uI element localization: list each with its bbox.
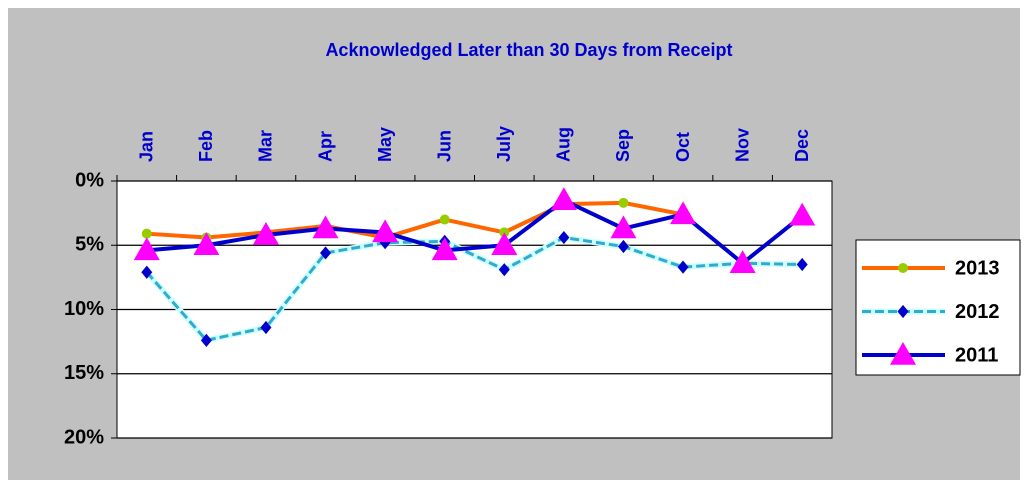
x-tick-label: Jan: [137, 131, 157, 162]
y-tick-label: 15%: [64, 362, 104, 384]
series-marker: [498, 263, 510, 277]
x-tick-label: July: [494, 126, 514, 162]
x-tick-label: Feb: [196, 130, 216, 162]
series-line-under: [144, 234, 803, 344]
series-marker: [200, 333, 212, 347]
x-tick-label: Jun: [434, 130, 454, 162]
legend: [855, 239, 1021, 376]
legend-label: 2012: [955, 301, 1000, 323]
series-marker: [133, 237, 160, 261]
x-tick-label: Oct: [673, 132, 693, 162]
series-marker: [729, 250, 756, 273]
series-marker: [491, 232, 518, 255]
series-marker: [252, 221, 279, 245]
y-tick-label: 10%: [64, 298, 104, 320]
series-marker: [193, 232, 220, 255]
series-marker: [677, 260, 689, 274]
series-marker: [796, 257, 808, 272]
y-tick-label: 5%: [75, 234, 104, 256]
series-marker: [789, 202, 816, 226]
series-marker: [260, 320, 272, 335]
y-tick-label: 20%: [64, 426, 104, 448]
series-marker: [312, 215, 339, 239]
series-marker: [141, 265, 153, 279]
legend-marker: [890, 342, 916, 365]
series-marker: [618, 197, 629, 208]
legend-marker: [897, 304, 909, 319]
legend-label: 2013: [955, 257, 1000, 279]
series-marker: [141, 228, 152, 239]
series-marker: [617, 239, 629, 254]
x-tick-label: May: [375, 127, 395, 162]
x-tick-label: Sep: [613, 129, 633, 162]
chart-title: Acknowledged Later than 30 Days from Rec…: [325, 40, 732, 60]
x-tick-label: Nov: [732, 128, 752, 162]
x-tick-label: Aug: [554, 127, 574, 162]
x-tick-label: Dec: [792, 129, 812, 162]
x-tick-label: Mar: [256, 130, 276, 162]
series-marker: [320, 246, 332, 260]
x-tick-label: Apr: [315, 131, 335, 162]
series-marker: [439, 214, 450, 225]
series-marker: [610, 215, 637, 239]
series-marker: [372, 219, 399, 243]
legend-marker: [898, 263, 908, 273]
series-marker: [670, 201, 697, 225]
series-marker: [558, 230, 570, 245]
series-marker: [550, 187, 577, 211]
series-line: [146, 200, 684, 240]
y-tick-label: 0%: [75, 169, 104, 191]
series-marker: [431, 237, 458, 261]
legend-label: 2011: [955, 344, 998, 366]
